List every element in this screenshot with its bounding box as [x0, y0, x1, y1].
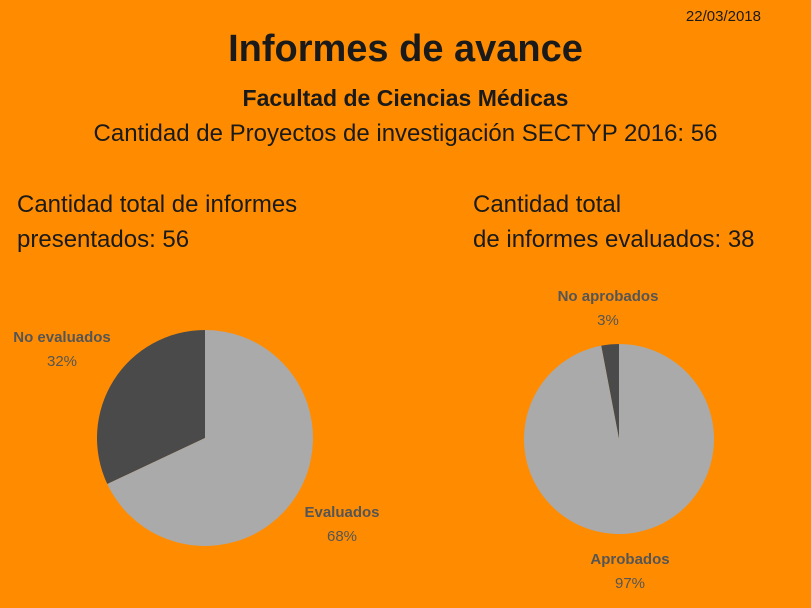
report-date: 22/03/2018	[685, 8, 761, 25]
page-title: Informes de avance	[228, 28, 583, 70]
pie1-pct-no-evaluados: 32%	[47, 353, 77, 370]
projects-count-line: Cantidad de Proyectos de investigación S…	[93, 120, 718, 147]
pie2-pct-no-aprobados: 3%	[597, 312, 619, 329]
pie1-slice-no-evaluados	[96, 330, 205, 484]
pie2-label-no-aprobados: No aprobados	[558, 288, 659, 305]
right-stat-line2: de informes evaluados: 38	[473, 226, 755, 253]
pie1-pct-evaluados: 68%	[327, 528, 357, 545]
pie1-slice-evaluados	[107, 330, 313, 546]
left-stat-line2: presentados: 56	[17, 226, 190, 253]
pie2-slice-aprobados	[524, 344, 715, 534]
pie2-pct-aprobados: 97%	[615, 575, 645, 592]
left-stat: Cantidad total de informes presentados: …	[17, 187, 297, 257]
pie-chart-evaluados	[96, 330, 313, 546]
page-subtitle: Facultad de Ciencias Médicas	[242, 85, 569, 111]
pie1-label-evaluados: Evaluados	[304, 504, 379, 521]
pie1-label-no-evaluados: No evaluados	[13, 329, 111, 346]
pie-chart-aprobados	[524, 344, 715, 534]
pie2-label-aprobados: Aprobados	[590, 551, 669, 568]
pie2-slice-no-aprobados	[601, 344, 619, 439]
right-stat-line1: Cantidad total	[473, 191, 622, 218]
right-stat: Cantidad total de informes evaluados: 38	[473, 187, 755, 257]
left-stat-line1: Cantidad total de informes	[17, 191, 298, 218]
